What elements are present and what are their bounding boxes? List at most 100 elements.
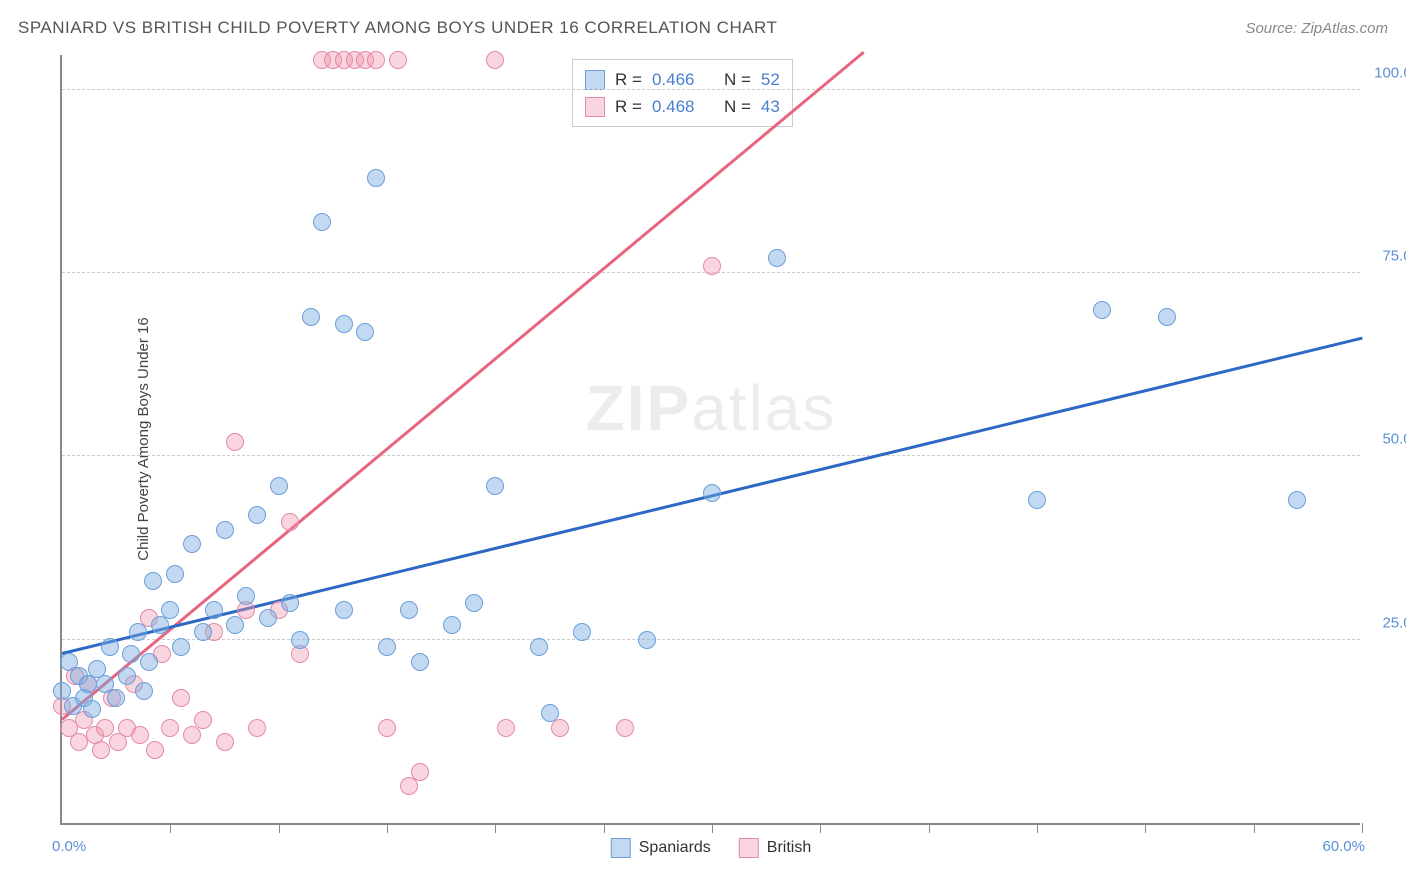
x-tick [712,823,713,833]
stats-legend-box: R =0.466 N =52R =0.468 N =43 [572,59,793,127]
legend-swatch [585,70,605,90]
data-point [129,623,147,641]
x-axis-min-label: 0.0% [52,838,86,855]
legend-swatch [739,838,759,858]
data-point [194,623,212,641]
r-value: 0.468 [652,93,695,120]
data-point [248,506,266,524]
data-point [335,601,353,619]
data-point [1028,491,1046,509]
y-tick-label: 50.0% [1382,431,1406,448]
data-point [161,719,179,737]
x-tick [170,823,171,833]
legend-swatch [611,838,631,858]
data-point [107,689,125,707]
data-point [465,594,483,612]
data-point [101,638,119,656]
data-point [367,169,385,187]
data-point [703,484,721,502]
legend-label: Spaniards [639,839,711,857]
data-point [194,711,212,729]
data-point [768,249,786,267]
data-point [281,513,299,531]
gridline [62,89,1360,90]
watermark: ZIPatlas [586,371,837,445]
y-tick-label: 75.0% [1382,248,1406,265]
data-point [541,704,559,722]
data-point [281,594,299,612]
data-point [389,51,407,69]
data-point [83,700,101,718]
data-point [259,609,277,627]
data-point [140,653,158,671]
x-tick [1362,823,1363,833]
data-point [367,51,385,69]
gridline [62,639,1360,640]
data-point [530,638,548,656]
x-tick [495,823,496,833]
bottom-legend: Spaniards British [611,838,812,858]
x-tick [820,823,821,833]
data-point [122,645,140,663]
x-tick [387,823,388,833]
data-point [411,653,429,671]
data-point [335,315,353,333]
data-point [703,257,721,275]
data-point [172,638,190,656]
x-tick [1037,823,1038,833]
y-axis-title: Child Poverty Among Boys Under 16 [135,317,152,560]
data-point [1093,301,1111,319]
y-tick-label: 25.0% [1382,614,1406,631]
data-point [237,587,255,605]
x-tick [1145,823,1146,833]
data-point [151,616,169,634]
data-point [96,719,114,737]
title-bar: SPANIARD VS BRITISH CHILD POVERTY AMONG … [18,18,1388,38]
data-point [205,601,223,619]
data-point [183,535,201,553]
data-point [551,719,569,737]
data-point [1158,308,1176,326]
data-point [92,741,110,759]
n-label: N = [724,93,751,120]
data-point [411,763,429,781]
data-point [131,726,149,744]
x-tick [604,823,605,833]
data-point [378,719,396,737]
x-tick [1254,823,1255,833]
scatter-plot: Child Poverty Among Boys Under 16 ZIPatl… [60,55,1360,825]
data-point [172,689,190,707]
data-point [248,719,266,737]
source-label: Source: ZipAtlas.com [1245,20,1388,37]
x-axis-max-label: 60.0% [1322,838,1365,855]
data-point [486,477,504,495]
data-point [1288,491,1306,509]
chart-title: SPANIARD VS BRITISH CHILD POVERTY AMONG … [18,18,777,38]
watermark-rest: atlas [691,372,836,444]
x-tick [279,823,280,833]
data-point [216,733,234,751]
data-point [118,667,136,685]
legend-swatch [585,97,605,117]
data-point [146,741,164,759]
data-point [302,308,320,326]
data-point [183,726,201,744]
data-point [270,477,288,495]
legend-label: British [767,839,811,857]
data-point [161,601,179,619]
r-label: R = [615,93,642,120]
data-point [443,616,461,634]
y-tick-label: 100.0% [1374,64,1406,81]
legend-item: British [739,838,811,858]
data-point [166,565,184,583]
data-point [144,572,162,590]
data-point [356,323,374,341]
data-point [313,213,331,231]
data-point [378,638,396,656]
data-point [226,433,244,451]
gridline [62,455,1360,456]
data-point [486,51,504,69]
stats-row: R =0.468 N =43 [585,93,780,120]
data-point [291,631,309,649]
data-point [216,521,234,539]
